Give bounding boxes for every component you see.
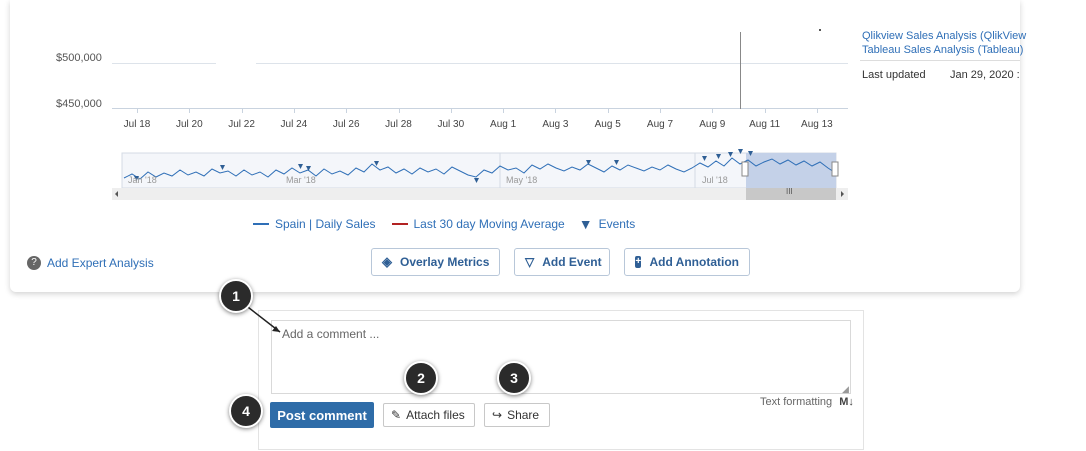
x-tick-mark xyxy=(607,108,609,113)
callout-marker-2: 2 xyxy=(404,361,438,395)
x-tick-label: Aug 13 xyxy=(801,119,833,130)
layers-icon: ◈ xyxy=(382,254,392,269)
x-tick-mark xyxy=(346,108,348,113)
paperclip-icon: ✎ xyxy=(391,408,402,422)
dot-marker xyxy=(819,29,821,31)
expert-icon: ? xyxy=(27,256,41,270)
post-comment-button[interactable]: Post comment xyxy=(270,402,374,428)
markdown-icon: M↓ xyxy=(839,396,854,408)
x-tick-mark xyxy=(189,108,191,113)
add-annotation-button[interactable]: + Add Annotation xyxy=(624,248,750,276)
share-arrow-icon: ↪ xyxy=(492,408,503,422)
x-tick-label: Aug 11 xyxy=(749,119,781,130)
last-updated-value: Jan 29, 2020 : xyxy=(950,69,1020,81)
navigator-event-markers xyxy=(134,149,753,183)
x-tick-mark xyxy=(137,108,138,113)
share-button[interactable]: ↪ Share xyxy=(484,403,550,427)
overlay-metrics-label: Overlay Metrics xyxy=(400,255,490,269)
text-formatting-label: Text formatting xyxy=(760,396,833,408)
nav-label-mar: Mar '18 xyxy=(286,175,316,185)
x-tick-label: Jul 28 xyxy=(385,119,412,130)
chart-legend: Spain | Daily Sales Last 30 day Moving A… xyxy=(253,216,635,232)
x-tick-label: Jul 26 xyxy=(332,119,360,130)
crosshair-line xyxy=(740,32,741,109)
link-qlikview-sales[interactable]: Qlikview Sales Analysis (QlikView xyxy=(862,30,1027,42)
attach-files-button[interactable]: ✎ Attach files xyxy=(383,403,475,427)
x-tick-label: Aug 3 xyxy=(542,119,569,130)
add-expert-analysis-link[interactable]: ? Add Expert Analysis xyxy=(27,256,154,270)
navigator-scrollbar-thumb xyxy=(746,188,836,200)
x-tick-mark xyxy=(712,108,714,113)
callout-marker-4: 4 xyxy=(229,394,263,428)
scroll-left-arrow xyxy=(115,191,118,197)
add-annotation-label: Add Annotation xyxy=(649,255,739,269)
callout-marker-1: 1 xyxy=(219,279,253,313)
navigator-handle-right xyxy=(831,161,839,177)
gridline-500k xyxy=(112,63,848,64)
navigator-series-line xyxy=(123,157,835,180)
plot-gap xyxy=(216,58,256,68)
scroll-right-arrow xyxy=(841,191,844,197)
scrollbar-grip[interactable]: III xyxy=(786,187,793,196)
link-tableau-sales[interactable]: Tableau Sales Analysis (Tableau) xyxy=(862,44,1024,56)
x-tick-mark xyxy=(450,108,452,113)
attach-files-label: Attach files xyxy=(406,408,465,422)
last-updated-label: Last updated xyxy=(862,69,926,81)
legend-events-icon: ▼ xyxy=(578,216,593,232)
legend-daily-sales[interactable]: Spain | Daily Sales xyxy=(275,217,376,231)
callout-marker-3: 3 xyxy=(497,361,531,395)
x-tick-label: Aug 1 xyxy=(490,119,517,130)
x-tick-label: Jul 18 xyxy=(123,119,151,130)
y-label-450k: $450,000 xyxy=(56,98,102,110)
y-label-500k: $500,000 xyxy=(56,52,102,64)
x-tick-mark xyxy=(555,108,557,113)
x-tick-label: Jul 24 xyxy=(280,119,308,130)
add-event-label: Add Event xyxy=(542,255,602,269)
text-formatting-link[interactable]: Text formatting M↓ xyxy=(760,396,854,408)
x-tick-label: Jul 20 xyxy=(175,119,203,130)
x-tick-mark xyxy=(503,108,505,113)
navigator-scrollbar xyxy=(112,188,848,200)
side-divider xyxy=(860,60,1020,61)
resize-handle-icon[interactable]: ◢ xyxy=(842,384,849,394)
add-expert-analysis-label: Add Expert Analysis xyxy=(47,256,154,270)
x-tick-label: Aug 7 xyxy=(646,119,674,130)
share-label: Share xyxy=(507,408,540,422)
x-tick-mark xyxy=(660,108,661,113)
navigator[interactable] xyxy=(112,148,848,200)
nav-label-jul: Jul '18 xyxy=(702,175,728,185)
x-tick-label: Jul 22 xyxy=(228,119,255,130)
nav-label-may: May '18 xyxy=(506,175,538,185)
x-tick-mark xyxy=(293,108,295,113)
chart-card xyxy=(10,0,1020,292)
nav-label-jan: Jan '18 xyxy=(128,175,157,185)
x-tick-mark xyxy=(398,108,400,113)
legend-swatch-daily xyxy=(253,223,269,225)
navigator-handle-left xyxy=(741,161,749,177)
marker-1-pointer-arrow xyxy=(243,303,281,333)
navigator-selected-range xyxy=(746,153,836,188)
x-tick-label: Aug 9 xyxy=(699,119,726,130)
x-tick-mark xyxy=(241,108,243,113)
x-tick-label: Jul 30 xyxy=(437,119,465,130)
annotation-plus-icon: + xyxy=(635,256,642,268)
gridline-450k xyxy=(112,108,848,109)
add-event-button[interactable]: ▽ Add Event xyxy=(514,248,610,276)
x-tick-label: Aug 5 xyxy=(594,119,621,130)
legend-moving-average[interactable]: Last 30 day Moving Average xyxy=(413,217,565,231)
legend-events[interactable]: Events xyxy=(598,217,636,231)
x-tick-mark xyxy=(816,108,818,113)
x-tick-mark xyxy=(764,108,766,113)
overlay-metrics-button[interactable]: ◈ Overlay Metrics xyxy=(371,248,500,276)
legend-swatch-moving-avg xyxy=(391,223,408,225)
comment-input[interactable]: Add a comment ... xyxy=(271,320,851,394)
event-triangle-icon: ▽ xyxy=(525,255,535,269)
